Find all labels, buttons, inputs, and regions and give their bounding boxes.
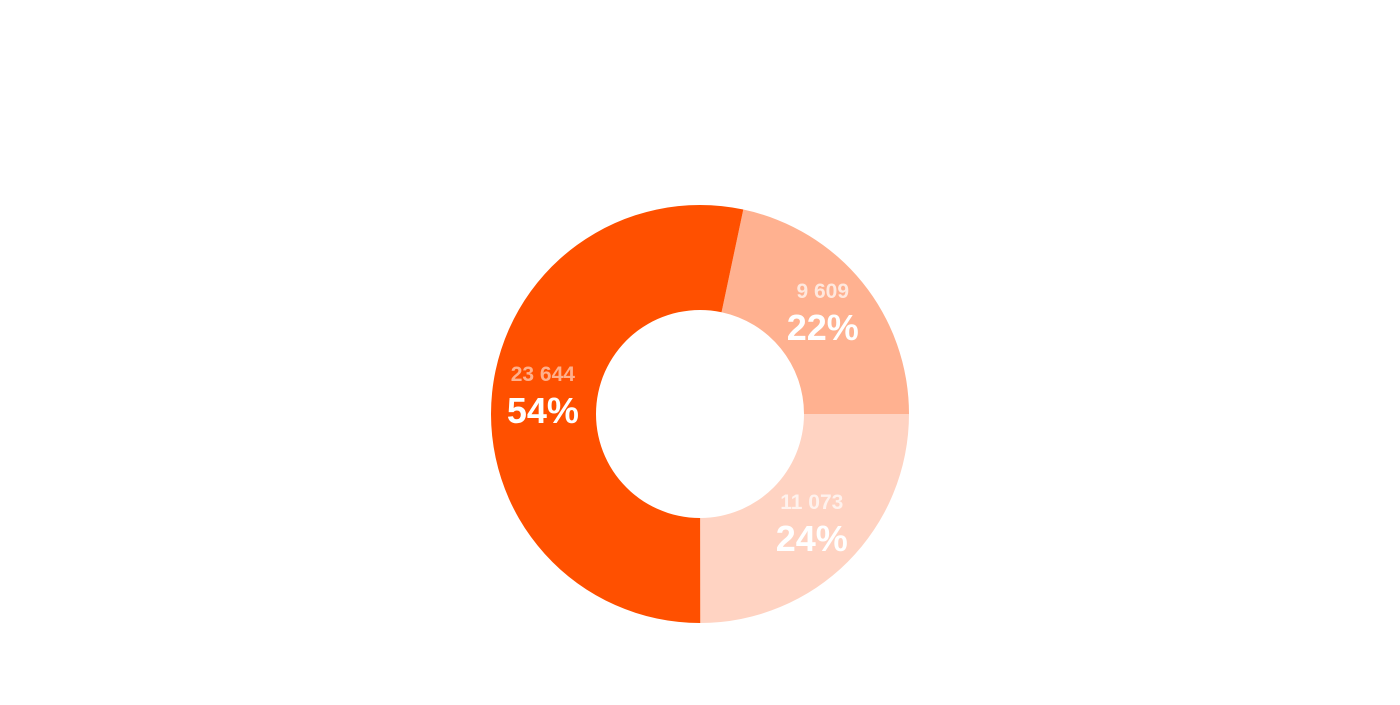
value-label: 9 609 — [796, 280, 849, 303]
value-label: 23 644 — [511, 363, 576, 386]
value-label: 11 073 — [780, 491, 843, 514]
percent-label: 22% — [787, 307, 859, 348]
percent-label: 24% — [776, 518, 848, 559]
percent-label: 54% — [507, 390, 579, 431]
donut-slice — [490, 205, 744, 623]
donut-slice — [700, 414, 909, 623]
donut-slice — [721, 209, 909, 414]
